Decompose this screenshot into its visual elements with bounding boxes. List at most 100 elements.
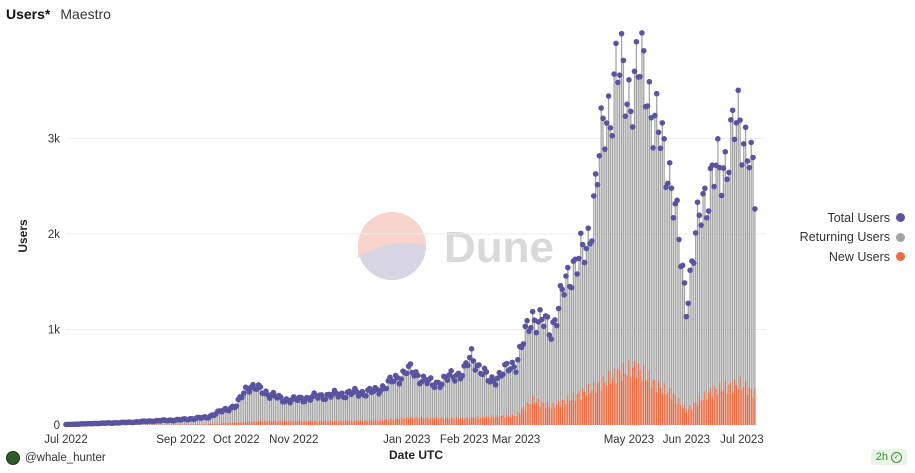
returning-users-bar (293, 396, 295, 425)
returning-users-bar (207, 417, 210, 425)
returning-users-bar (374, 387, 376, 425)
total-users-point (444, 377, 451, 383)
new-users-bar (228, 422, 230, 425)
total-users-point (624, 101, 630, 108)
author-credit[interactable]: @whale_hunter (6, 451, 106, 465)
total-users-point (257, 384, 264, 390)
returning-users-bar (241, 397, 243, 425)
returning-users-bar (287, 400, 289, 425)
returning-users-bar (480, 373, 482, 425)
returning-users-bar (246, 388, 249, 425)
new-users-bar (235, 422, 238, 425)
new-users-bar (672, 393, 675, 425)
new-users-bar (550, 408, 552, 425)
total-users-point (683, 313, 690, 320)
returning-users-bar (361, 391, 363, 425)
new-users-bar (563, 400, 565, 425)
returning-users-bar (500, 375, 502, 425)
total-users-point (666, 160, 673, 166)
returning-users-bar (276, 397, 278, 425)
returning-users-bar (217, 411, 219, 425)
total-users-point (483, 369, 490, 375)
new-users-bar (289, 420, 291, 425)
new-users-bar (326, 421, 328, 425)
total-users-point (735, 87, 742, 94)
x-tick-label: May 2023 (604, 434, 655, 446)
returning-users-bar (474, 369, 476, 425)
returning-users-bar (341, 393, 343, 425)
total-users-point (448, 368, 454, 374)
returning-users-bar (261, 393, 263, 425)
new-users-bar (343, 421, 345, 425)
new-users-bar (380, 419, 382, 425)
new-users-bar (594, 393, 597, 425)
total-users-point (363, 392, 369, 399)
new-users-bar (315, 420, 317, 425)
returning-users-bar (206, 417, 208, 425)
legend-item-total-users[interactable]: Total Users (800, 208, 905, 228)
new-users-bar (206, 424, 208, 425)
returning-users-bar (446, 380, 449, 425)
returning-users-bar (332, 394, 334, 425)
new-users-bar (661, 393, 663, 425)
returning-users-bar (365, 395, 367, 425)
new-users-bar (682, 408, 684, 425)
new-users-bar (619, 369, 621, 425)
returning-users-bar (672, 217, 675, 425)
total-users-dot-icon (896, 213, 905, 223)
returning-users-bar (211, 414, 213, 425)
new-users-bar (602, 376, 604, 425)
returning-users-bar (667, 183, 669, 425)
new-users-bar (254, 421, 256, 425)
total-users-point (752, 206, 758, 212)
legend-item-new-users[interactable]: New Users (800, 247, 905, 267)
new-users-bar (580, 399, 582, 425)
returning-users-bar (754, 208, 756, 425)
returning-users-bar (733, 139, 736, 425)
returning-users-bar (607, 96, 610, 426)
refresh-badge[interactable]: 2h ✓ (870, 449, 907, 465)
returning-users-bar (263, 393, 265, 425)
total-users-point (674, 197, 680, 204)
legend-item-returning-users[interactable]: Returning Users (800, 228, 905, 248)
new-users-bar (641, 380, 643, 425)
new-users-bar (546, 402, 549, 425)
returning-users-bar (441, 384, 443, 425)
chart-legend: Total Users Returning Users New Users (800, 208, 905, 267)
total-users-point (466, 354, 473, 361)
returning-users-bar (378, 393, 380, 425)
new-users-bar (680, 404, 682, 425)
returning-users-bar (213, 415, 215, 425)
new-users-bar (291, 421, 293, 425)
new-users-bar (598, 381, 600, 425)
new-users-bar (561, 399, 563, 425)
new-users-bar (276, 421, 278, 425)
total-users-point (724, 176, 730, 183)
new-users-bar (635, 377, 638, 425)
new-users-bar (182, 424, 184, 425)
new-users-bar (241, 422, 243, 425)
returning-users-bar (661, 122, 663, 425)
y-tick-label: 3k (48, 133, 60, 145)
new-users-bar (256, 422, 258, 425)
returning-users-bar (335, 393, 338, 425)
returning-users-bar (693, 263, 695, 425)
new-users-bar (270, 421, 273, 425)
new-users-bar (346, 421, 349, 425)
new-users-bar (378, 420, 380, 425)
new-users-bar (620, 380, 623, 425)
new-users-bar (637, 362, 639, 425)
returning-users-bar (328, 394, 330, 425)
new-users-bar (541, 401, 543, 425)
total-users-point (239, 394, 245, 401)
returning-users-bar (713, 186, 715, 425)
returning-users-bar (506, 363, 508, 425)
returning-users-bar (376, 389, 378, 425)
new-users-bar (341, 421, 343, 425)
new-users-bar (213, 423, 215, 425)
returning-users-bar (352, 392, 354, 425)
returning-users-bar (461, 375, 463, 425)
returning-users-bar (635, 41, 638, 425)
new-users-bar (257, 421, 260, 425)
new-users-bar (585, 395, 588, 425)
